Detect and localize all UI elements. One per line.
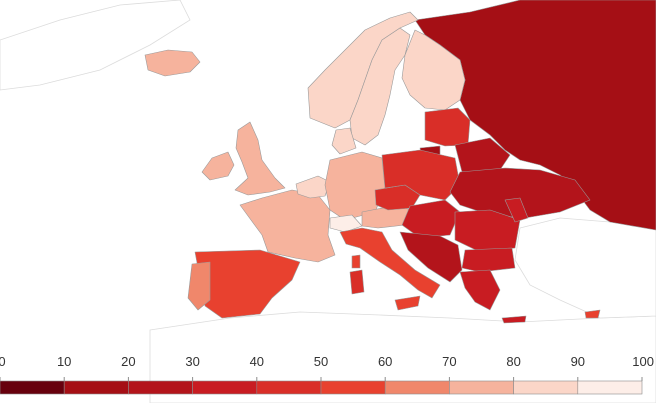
legend-bin-4 [256,380,322,395]
middle-east-landmass [514,217,656,319]
country-belarus [454,137,511,173]
legend-bin-9 [577,380,643,395]
country-italy [339,227,441,299]
legend-tick-label: 30 [185,354,199,369]
legend-tick-label: 90 [571,354,585,369]
legend-tick-label: 80 [506,354,520,369]
country-corsica [351,254,361,269]
country-western-balkans [399,231,463,283]
legend-bin-6 [384,380,450,395]
legend-bin-0 [0,380,65,395]
country-romania [454,209,521,253]
legend-tick-label: 40 [250,354,264,369]
country-moldova [504,197,529,223]
legend-tick-label: 60 [378,354,392,369]
country-portugal [187,261,211,311]
legend-bin-3 [192,380,258,395]
color-legend: 0 10 20 30 40 50 60 70 80 90 100 [0,354,654,395]
legend-bin-7 [449,380,514,395]
legend-tick-label: 10 [57,354,71,369]
country-slovakia-hungary [401,199,461,239]
country-denmark [331,127,357,155]
greenland-outline [0,0,191,91]
country-sardinia [349,269,365,295]
country-bulgaria [461,247,516,273]
country-greece [459,269,501,311]
country-sicily [394,295,421,311]
country-crete [501,315,527,324]
country-cyprus [584,309,601,319]
legend-tick-label: 50 [314,354,328,369]
country-benelux [295,175,331,199]
legend-bin-2 [128,380,193,395]
legend-tick-label: 0 [0,354,6,369]
legend-bin-8 [513,380,579,395]
country-united-kingdom [234,121,286,196]
country-france [239,189,336,263]
country-switzerland [329,214,363,233]
legend-bin-5 [320,380,386,395]
country-baltics [424,107,471,147]
legend-tick-label: 20 [121,354,135,369]
country-ireland [201,151,235,181]
legend-bin-1 [63,380,129,395]
legend-tick-label: 70 [442,354,456,369]
country-iceland [144,49,201,77]
country-finland [401,29,466,111]
country-ukraine [449,167,591,219]
country-spain [194,249,301,319]
legend-tick-label: 100 [632,354,654,369]
